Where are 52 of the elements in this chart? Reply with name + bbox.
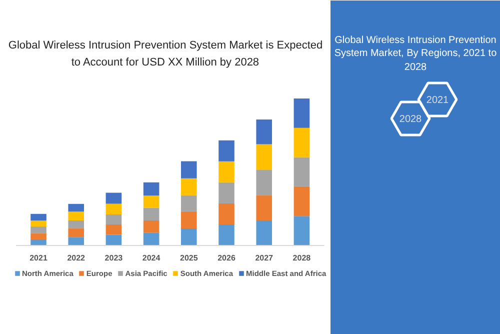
bar [256, 144, 272, 170]
x-tick-label: 2024 [142, 254, 161, 262]
bar [30, 233, 46, 240]
bar [218, 182, 234, 204]
text: 2028 [399, 114, 422, 125]
bar [30, 214, 46, 221]
bar [143, 220, 160, 233]
bar [143, 208, 160, 221]
bar [181, 228, 197, 246]
bar [294, 157, 310, 186]
bar [218, 161, 234, 182]
bar [68, 237, 84, 246]
bar [106, 192, 122, 204]
bar [30, 239, 46, 246]
bar [256, 170, 272, 196]
bar [256, 120, 272, 144]
bar [294, 128, 310, 158]
bar [68, 204, 84, 212]
bar [181, 178, 197, 196]
text: Global Wireless Intrusion Prevention System Market, By Regions, 2021 to 2028 [334, 35, 498, 73]
bar [294, 98, 310, 128]
bar [106, 214, 122, 224]
text: 2021 [426, 95, 450, 106]
x-tick-label: 2026 [218, 254, 236, 262]
bar [181, 211, 197, 228]
bar [143, 232, 160, 246]
bar [256, 195, 272, 221]
chart-title: Global Wireless Intrusion Prevention System Market is Expected to Account for USD XX Million by 2028 [8, 40, 323, 68]
bar [30, 226, 46, 234]
bar [68, 220, 84, 228]
bar [181, 195, 197, 212]
x-tick-label: 2027 [255, 254, 274, 262]
bar [68, 212, 84, 221]
bar [294, 186, 310, 216]
bar [30, 220, 46, 227]
bar [294, 216, 310, 246]
bar [106, 234, 122, 246]
bar [106, 204, 122, 214]
bar [143, 196, 160, 208]
bar [143, 182, 160, 196]
x-tick-label: 2025 [180, 254, 198, 262]
x-tick-label: 2028 [292, 254, 312, 262]
x-tick-label: 2023 [104, 254, 124, 262]
bar [218, 203, 234, 224]
x-tick-label: 2021 [30, 254, 48, 262]
bar [68, 228, 84, 238]
bar [218, 224, 234, 246]
x-tick-label: 2022 [67, 254, 86, 262]
bar [181, 161, 197, 178]
bar [218, 140, 234, 162]
bar [106, 224, 122, 235]
bar [256, 220, 272, 246]
